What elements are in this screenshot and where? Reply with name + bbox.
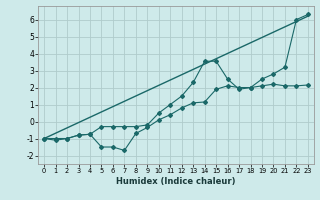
X-axis label: Humidex (Indice chaleur): Humidex (Indice chaleur) <box>116 177 236 186</box>
